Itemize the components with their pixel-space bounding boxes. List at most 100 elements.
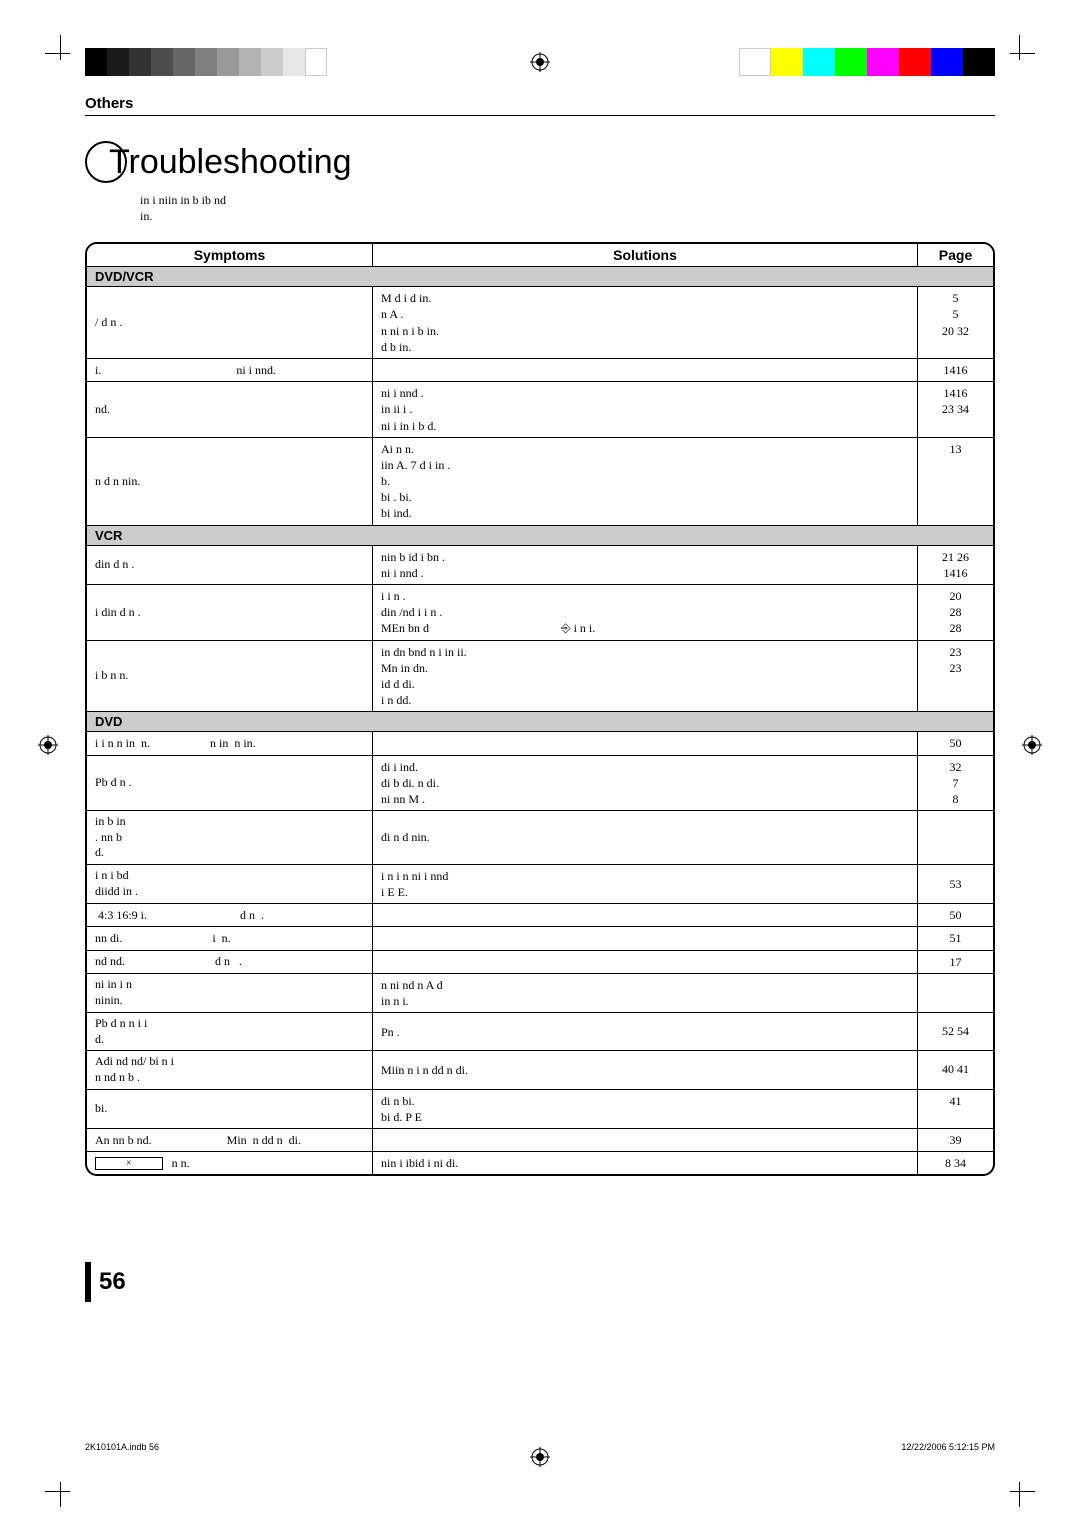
troubleshooting-table: Symptoms Solutions Page DVD/VCR / d n . …: [85, 242, 995, 1176]
table-row: nd nd. d n . 17: [87, 951, 993, 974]
table-row: nn di. i n. 51: [87, 927, 993, 950]
table-row: i. ni i nnd. 1416: [87, 359, 993, 382]
intro-text: in i niin in b ib nd in.: [140, 193, 995, 224]
section-dvd: DVD: [87, 712, 993, 732]
symptom-cell: Pb d n n i i d.: [87, 1013, 372, 1050]
table-row: din d n . nin b id i bn . ni i nnd . 21 …: [87, 546, 993, 585]
table-row: bi. di n bi. bi d. P E 41: [87, 1090, 993, 1129]
table-row: i din d n . i i n . din /nd i i n . MEn …: [87, 585, 993, 641]
solution-cell: [372, 904, 918, 926]
solution-cell: [372, 359, 918, 381]
page-cell: 21 26 1416: [918, 546, 993, 584]
solution-cell: nin i ibid i ni di.: [372, 1152, 918, 1174]
table-row: n d n nin. Ai n n. iin A. 7 d i in . b. …: [87, 438, 993, 526]
symptom-cell: Adi nd nd/ bi n i n nd n b .: [87, 1051, 372, 1088]
symptom-cell: i i n n in n. n in n in.: [87, 732, 372, 754]
symptom-cell: in b in . nn b d.: [87, 811, 372, 864]
solution-cell: di n bi. bi d. P E: [372, 1090, 918, 1128]
solution-cell: [372, 951, 918, 973]
symptom-cell: i b n n.: [87, 641, 372, 712]
page-cell: [918, 974, 993, 1012]
page-cell: 23 23: [918, 641, 993, 712]
symptom-cell: nd.: [87, 382, 372, 437]
symptom-cell: / d n .: [87, 287, 372, 358]
registration-mark-right: [1022, 735, 1042, 755]
col-header-symptoms: Symptoms: [87, 244, 372, 266]
solution-cell: [372, 732, 918, 754]
footer-file-indicator: 2K10101A.indb 56: [85, 1442, 159, 1452]
solution-cell: i i n . din /nd i i n . MEn bn d ⎆ i n i…: [372, 585, 918, 640]
table-row: i b n n. in dn bnd n i in ii. Mn in dn. …: [87, 641, 993, 713]
prohibit-icon: ×: [95, 1157, 163, 1170]
solution-cell: M d i d in. n A . n ni n i b in. d b in.: [372, 287, 918, 358]
grayscale-calibration-bar: [85, 48, 327, 76]
symptom-cell: ni in i n ninin.: [87, 974, 372, 1012]
table-row: ni in i n ninin. n ni nd n A d in n i.: [87, 974, 993, 1013]
table-row: An nn b nd. Min n dd n di. 39: [87, 1129, 993, 1152]
col-header-solutions: Solutions: [372, 244, 918, 266]
registration-mark-bottom: [530, 1447, 550, 1467]
table-row: i i n n in n. n in n in. 50: [87, 732, 993, 755]
section-vcr: VCR: [87, 526, 993, 546]
chapter-section-label: Others: [85, 95, 995, 116]
page-number: 56: [85, 1262, 126, 1302]
table-row: nd. ni i nnd . in ii i . ni i in i b d. …: [87, 382, 993, 438]
solution-cell: di i ind. di b di. n di. ni nn M .: [372, 756, 918, 811]
page-cell: 17: [918, 951, 993, 973]
page-cell: 50: [918, 732, 993, 754]
symptom-cell: nd nd. d n .: [87, 951, 372, 973]
page-number-rule: [85, 1262, 91, 1302]
solution-cell: [372, 927, 918, 949]
page-cell: 52 54: [918, 1013, 993, 1050]
registration-mark-left: [38, 735, 58, 755]
page-cell: 39: [918, 1129, 993, 1151]
solution-cell: [372, 1129, 918, 1151]
symptom-cell: Pb d n .: [87, 756, 372, 811]
page-cell: 32 7 8: [918, 756, 993, 811]
page-cell: 41: [918, 1090, 993, 1128]
intro-line-1: in i niin in b ib nd: [140, 193, 995, 209]
section-dvd-vcr: DVD/VCR: [87, 267, 993, 287]
table-row: Adi nd nd/ bi n i n nd n b . Miin n i n …: [87, 1051, 993, 1089]
symptom-cell: n d n nin.: [87, 438, 372, 525]
symptom-cell: i n i bd diidd in .: [87, 865, 372, 903]
bottom-crop-marks: [0, 1472, 1080, 1492]
col-header-page: Page: [918, 244, 993, 266]
intro-line-2: in.: [140, 209, 995, 225]
solution-cell: Pn .: [372, 1013, 918, 1050]
page-cell: 1416 23 34: [918, 382, 993, 437]
table-row: × n n. nin i ibid i ni di. 8 34: [87, 1152, 993, 1174]
symptom-cell: nn di. i n.: [87, 927, 372, 949]
footer-timestamp: 12/22/2006 5:12:15 PM: [901, 1442, 995, 1452]
solution-cell: in dn bnd n i in ii. Mn in dn. id d di. …: [372, 641, 918, 712]
symptom-cell: × n n.: [87, 1152, 372, 1174]
solution-cell: Ai n n. iin A. 7 d i in . b. bi . bi. bi…: [372, 438, 918, 525]
page-title: Troubleshooting: [109, 143, 352, 182]
page-cell: 13: [918, 438, 993, 525]
symptom-cell: 4:3 16:9 i. d n .: [87, 904, 372, 926]
page-cell: 53: [918, 865, 993, 903]
symptom-cell: i din d n .: [87, 585, 372, 640]
page-cell: 20 28 28: [918, 585, 993, 640]
symptom-cell: bi.: [87, 1090, 372, 1128]
page-cell: 51: [918, 927, 993, 949]
table-row: in b in . nn b d. di n d nin.: [87, 811, 993, 865]
table-row: / d n . M d i d in. n A . n ni n i b in.…: [87, 287, 993, 359]
symptom-cell: i. ni i nnd.: [87, 359, 372, 381]
solution-cell: di n d nin.: [372, 811, 918, 864]
page-content: Others Troubleshooting in i niin in b ib…: [85, 95, 995, 1176]
symptom-cell: din d n .: [87, 546, 372, 584]
table-row: Pb d n . di i ind. di b di. n di. ni nn …: [87, 756, 993, 812]
table-row: Pb d n n i i d. Pn . 52 54: [87, 1013, 993, 1051]
solution-cell: i n i n ni i nnd i E E.: [372, 865, 918, 903]
solution-cell: n ni nd n A d in n i.: [372, 974, 918, 1012]
page-cell: 1416: [918, 359, 993, 381]
solution-cell: ni i nnd . in ii i . ni i in i b d.: [372, 382, 918, 437]
table-row: 4:3 16:9 i. d n . 50: [87, 904, 993, 927]
symptom-cell: An nn b nd. Min n dd n di.: [87, 1129, 372, 1151]
color-calibration-bar: [739, 48, 995, 76]
table-row: i n i bd diidd in . i n i n ni i nnd i E…: [87, 865, 993, 904]
solution-cell: nin b id i bn . ni i nnd .: [372, 546, 918, 584]
solution-cell: Miin n i n dd n di.: [372, 1051, 918, 1088]
page-cell: 5 5 20 32: [918, 287, 993, 358]
